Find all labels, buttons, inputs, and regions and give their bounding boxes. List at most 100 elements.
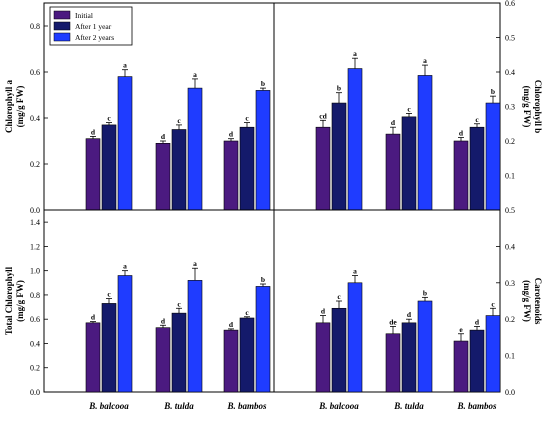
x-category-label: B. tulda [163,401,194,411]
y-tick-label: 0.6 [505,0,515,8]
significance-letter: c [407,104,411,113]
bar [255,90,271,211]
bar [417,300,433,393]
y-axis-title-line: Total Chlorophyll [4,266,14,335]
bar [85,322,101,393]
y-tick-label: 0.4 [30,339,40,348]
significance-letter: b [261,275,265,284]
x-category-label: B. balcooa [88,401,129,411]
bar [315,322,331,393]
legend-label: Initial [75,11,93,20]
significance-letter: d [475,317,480,326]
significance-letter: c [491,299,495,308]
y-tick-label: 0.1 [505,352,515,361]
y-axis-title-line: (mg/g FW) [15,86,25,128]
significance-letter: a [123,262,127,271]
y-tick-label: 0.2 [30,160,40,169]
bar [331,307,347,393]
bar [385,333,401,393]
y-axis-title-line: Chlorophyll b [533,80,543,134]
significance-letter: d [459,129,464,138]
bar [485,102,501,211]
x-category-label: B. balcooa [318,401,359,411]
bar [85,138,101,211]
y-tick-label: 0.8 [30,22,40,31]
bar [417,75,433,211]
significance-letter: de [389,317,397,326]
y-tick-label: 1.2 [30,242,40,251]
significance-letter: e [459,325,463,334]
y-axis-title-line: Carotenoids [533,278,543,325]
y-tick-label: 0.2 [30,364,40,373]
y-axis-title-line: (mg/g FW) [15,280,25,322]
bar [223,329,239,393]
bar [453,140,469,211]
y-tick-label: 0.0 [30,206,40,215]
y-axis-title: Total Chlorophyll (mg/g FW) [4,266,25,335]
significance-letter: a [353,49,357,58]
y-tick-label: 0.2 [505,315,515,324]
legend-swatch [53,10,71,20]
y-axis-title: Carotenoids(mg/g FW) [522,278,543,325]
bar [187,280,203,393]
y-tick-label: 0.6 [30,315,40,324]
y-tick-label: 0.5 [505,34,515,43]
y-tick-label: 0.1 [505,172,515,181]
bar [239,317,255,393]
bar [155,143,171,211]
y-tick-label: 0.2 [505,137,515,146]
significance-letter: a [193,259,197,268]
bar [385,133,401,211]
bar [187,87,203,211]
y-tick-label: 0.5 [505,206,515,215]
significance-letter: d [161,316,166,325]
legend-label: After 1 year [75,22,112,31]
significance-letter: c [337,292,341,301]
y-tick-label: 0.4 [505,68,515,77]
y-tick-label: 0.4 [505,242,515,251]
y-tick-label: 0.0 [30,388,40,397]
bar [453,340,469,393]
x-category-label: B. bambos [456,401,497,411]
bar [223,140,239,211]
significance-letter: c [177,299,181,308]
bar [101,124,117,211]
y-tick-label: 0.0 [505,388,515,397]
y-tick-label: 1.4 [30,218,40,227]
x-category-label: B. tulda [393,401,424,411]
bar [117,275,133,393]
significance-letter: cd [319,111,327,120]
significance-letter: d [321,307,326,316]
significance-letter: a [423,56,427,65]
bar [315,126,331,211]
y-tick-label: 0.4 [30,114,40,123]
legend-label: After 2 years [75,33,114,42]
bar [331,102,347,211]
significance-letter: c [245,308,249,317]
significance-letter: d [91,127,96,136]
bar [347,282,363,393]
bar [485,315,501,393]
significance-letter: d [407,310,412,319]
significance-letter: b [423,288,427,297]
significance-letter: d [229,130,234,139]
y-tick-label: 0.3 [505,103,515,112]
y-axis-title: Chlorophyll b(mg/g FW) [522,80,543,134]
significance-letter: b [337,84,341,93]
significance-letter: d [161,132,166,141]
bar [171,312,187,393]
significance-letter: c [107,114,111,123]
y-axis-title: Chlorophyll a (mg/g FW) [4,79,25,133]
significance-letter: a [193,70,197,79]
y-tick-label: 0.3 [505,279,515,288]
bar [469,126,485,211]
y-tick-label: 0.6 [30,68,40,77]
y-axis-title-line: Chlorophyll a [4,79,14,133]
significance-letter: b [491,87,495,96]
significance-letter: c [475,115,479,124]
significance-letter: b [261,79,265,88]
bar [255,286,271,393]
bar [401,116,417,211]
significance-letter: d [391,118,396,127]
